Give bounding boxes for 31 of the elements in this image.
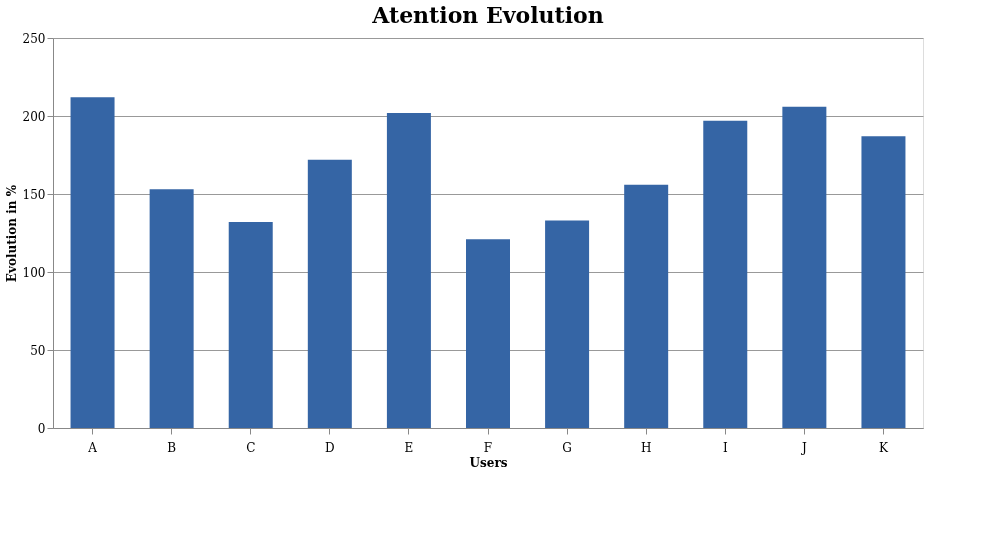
y-tick-label: 200 <box>22 109 46 124</box>
bar <box>307 159 352 428</box>
chart-title: Atention Evolution <box>371 2 604 28</box>
x-tick-label: H <box>640 440 652 455</box>
y-tick-label: 50 <box>30 343 46 358</box>
bar <box>545 220 590 428</box>
bar <box>466 239 510 428</box>
y-tick-label: 0 <box>37 421 46 436</box>
x-axis-title: Users <box>469 455 508 470</box>
x-tick-label: B <box>167 440 177 455</box>
bar <box>386 112 431 428</box>
bar <box>782 106 827 428</box>
bar <box>861 136 906 428</box>
x-tick-label: K <box>878 440 889 455</box>
x-tick-label: G <box>562 440 572 455</box>
x-tick-label: E <box>404 440 414 455</box>
x-tick-label: F <box>483 440 493 455</box>
bar <box>228 222 273 428</box>
x-tick-label: A <box>87 440 98 455</box>
x-tick-label: J <box>799 440 807 455</box>
y-tick-label: 150 <box>22 187 46 202</box>
y-tick-label: 100 <box>22 265 46 280</box>
y-axis-title: Evolution in % <box>4 184 19 283</box>
bar <box>149 189 194 428</box>
x-tick-label: I <box>722 440 728 455</box>
bar <box>624 184 669 428</box>
y-tick-label: 250 <box>22 31 46 46</box>
x-tick-label: D <box>325 440 335 455</box>
x-tick-label: C <box>246 440 256 455</box>
bar <box>70 97 115 428</box>
bar <box>703 120 748 428</box>
